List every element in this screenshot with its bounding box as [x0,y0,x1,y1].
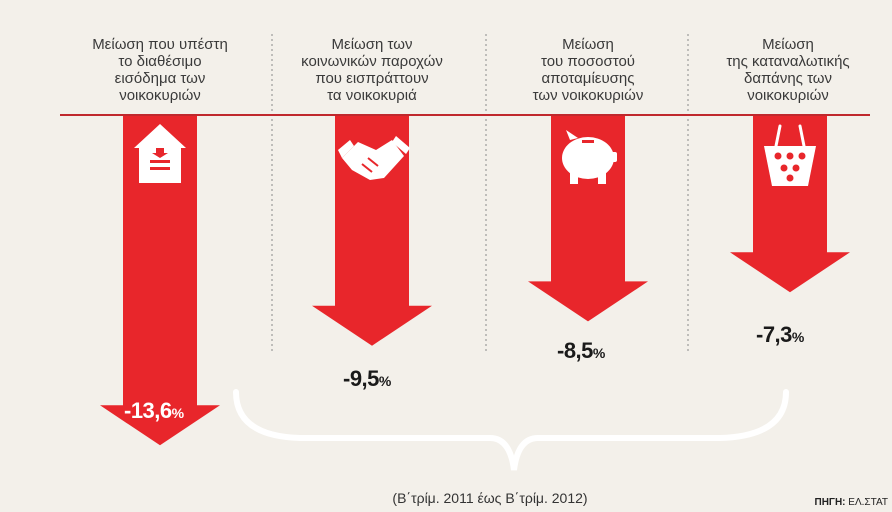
period-label: (Β΄τρίμ. 2011 έως Β΄τρίμ. 2012) [392,490,588,506]
category-header-2: Μείωση των κοινωνικών παροχών που εισπρά… [301,36,443,104]
arrow-bar-2 [312,115,432,346]
arrow-bar-1 [100,115,220,446]
category-header-4: Μείωση της καταναλωτικής δαπάνης των νοι… [726,36,850,104]
value-label-4: -7,3% [756,322,804,347]
value-label-3: -8,5% [557,338,605,363]
value-label-2: -9,5% [343,366,391,391]
curly-brace [233,389,789,471]
house-icon [134,124,186,183]
arrow-bar-3 [528,115,648,322]
category-header-3: Μείωση του ποσοστού αποταμίευσης των νοι… [532,36,644,104]
source-note: ΠΗΓΗ: ΕΛ.ΣΤΑΤ [814,497,888,508]
arrow-bar-4 [730,115,850,293]
category-header-1: Μείωση που υπέστη το διαθέσιμο εισόδημα … [92,36,228,104]
handshake-icon [338,136,410,180]
shopping-basket-icon [764,124,816,186]
value-label-1: -13,6% [124,398,184,423]
piggy-bank-icon [562,130,617,184]
